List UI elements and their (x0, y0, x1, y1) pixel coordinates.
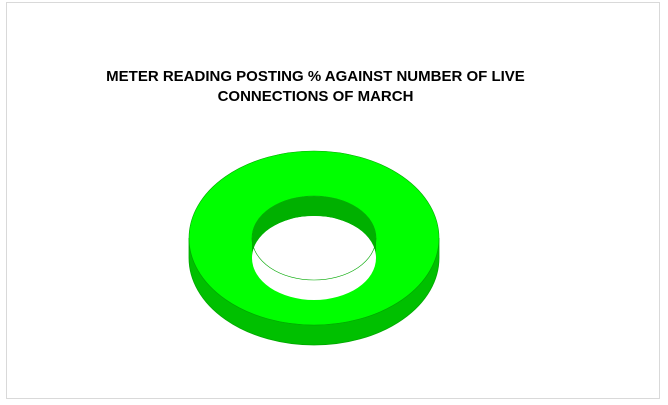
chart-title: METER READING POSTING % AGAINST NUMBER O… (7, 67, 624, 107)
doughnut-inner-wall-0 (252, 196, 376, 258)
doughnut-chart (188, 150, 440, 346)
chart-title-line-2: CONNECTIONS OF MARCH (217, 88, 414, 105)
doughnut-hole-rim-0 (251, 237, 377, 281)
doughnut-hole-0 (252, 216, 376, 300)
chart-title-line-1: METER READING POSTING % AGAINST NUMBER O… (106, 68, 525, 85)
chart-area: METER READING POSTING % AGAINST NUMBER O… (6, 2, 660, 399)
